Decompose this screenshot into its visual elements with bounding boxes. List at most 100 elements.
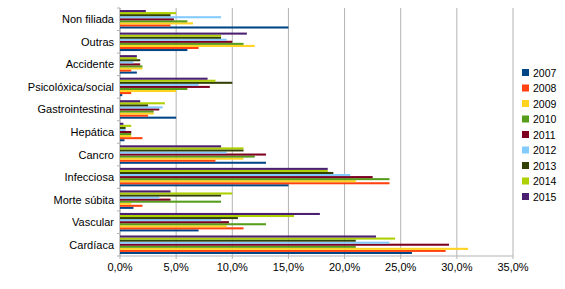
bar xyxy=(120,127,126,129)
bar xyxy=(120,250,446,252)
chart: 0,0%5,0%10,0%15,0%20,0%25,0%30,0%35,0%Ca… xyxy=(0,0,565,289)
bar xyxy=(120,154,266,156)
bar xyxy=(120,158,244,160)
legend-label: 2011 xyxy=(533,129,556,141)
grid-line xyxy=(456,8,457,256)
bar xyxy=(120,37,221,39)
category-label: Vascular xyxy=(72,216,114,228)
bar xyxy=(120,84,199,86)
bar xyxy=(120,102,165,104)
bar xyxy=(120,39,227,41)
bar xyxy=(120,252,412,254)
bar xyxy=(120,100,140,102)
bar xyxy=(120,184,288,186)
bar xyxy=(120,57,137,59)
bar xyxy=(120,199,171,201)
category-label: Non filiada xyxy=(62,13,115,25)
legend-label: 2008 xyxy=(533,82,557,94)
bar xyxy=(120,195,221,197)
legend-swatch xyxy=(522,69,529,76)
legend-swatch xyxy=(522,131,529,138)
legend-label: 2007 xyxy=(533,67,557,79)
bar xyxy=(120,49,187,51)
bar xyxy=(120,92,131,94)
bar xyxy=(120,22,193,24)
category-label: Infecciosa xyxy=(64,171,114,183)
bar xyxy=(120,135,131,137)
tick-label: 20,0% xyxy=(329,261,360,273)
bar xyxy=(120,172,333,174)
tick-label: 0,0% xyxy=(107,261,132,273)
bar xyxy=(120,110,154,112)
tick-label: 5,0% xyxy=(164,261,189,273)
bar xyxy=(120,248,468,250)
category-label: Outras xyxy=(81,36,115,48)
bar xyxy=(120,104,148,106)
bar xyxy=(120,129,126,131)
bar xyxy=(120,192,232,194)
category-label: Cardíaca xyxy=(69,239,115,251)
legend-swatch xyxy=(522,178,529,185)
bar xyxy=(120,219,221,221)
bar xyxy=(120,20,187,22)
bar xyxy=(120,24,171,26)
legend-swatch xyxy=(522,100,529,107)
bar xyxy=(120,149,244,151)
bar xyxy=(120,201,221,203)
bar xyxy=(120,170,328,172)
bar xyxy=(120,145,221,147)
bar xyxy=(120,151,227,153)
bar xyxy=(120,217,238,219)
bar xyxy=(120,18,174,20)
bar xyxy=(120,246,356,248)
bar xyxy=(120,139,124,141)
bar xyxy=(120,221,229,223)
bar xyxy=(120,178,389,180)
legend-label: 2010 xyxy=(533,113,557,125)
legend-label: 2014 xyxy=(533,175,557,187)
bar xyxy=(120,240,356,242)
bar xyxy=(120,156,255,158)
grid-line xyxy=(513,8,514,256)
grid-line xyxy=(344,8,345,256)
bar xyxy=(120,61,133,63)
bar xyxy=(120,65,142,67)
legend-swatch xyxy=(522,147,529,154)
tick-label: 30,0% xyxy=(441,261,472,273)
bar xyxy=(120,227,244,229)
bar xyxy=(120,197,159,199)
bar xyxy=(120,12,176,14)
bar xyxy=(120,94,122,96)
bar xyxy=(120,14,171,16)
bar xyxy=(120,55,137,57)
bar xyxy=(120,229,199,231)
bar xyxy=(120,90,176,92)
tick-label: 25,0% xyxy=(385,261,416,273)
bar xyxy=(120,67,142,69)
bar xyxy=(120,80,215,82)
category-label: Psicolóxica/social xyxy=(28,81,114,93)
bar xyxy=(120,137,142,139)
legend-label: 2012 xyxy=(533,144,557,156)
bar xyxy=(120,176,373,178)
bars xyxy=(120,10,468,254)
bar xyxy=(120,225,227,227)
bar xyxy=(120,238,395,240)
tick-label: 10,0% xyxy=(217,261,248,273)
bar xyxy=(120,160,215,162)
bar xyxy=(120,33,247,35)
bar xyxy=(120,123,123,125)
bar xyxy=(120,47,199,49)
bar xyxy=(120,63,140,65)
tick-label: 15,0% xyxy=(273,261,304,273)
legend-swatch xyxy=(522,193,529,200)
bar xyxy=(120,35,221,37)
bar xyxy=(120,16,221,18)
bar xyxy=(120,168,328,170)
bar xyxy=(120,215,294,217)
bar xyxy=(120,86,210,88)
bar xyxy=(120,45,255,47)
category-label: Cancro xyxy=(79,149,114,161)
bar xyxy=(120,125,131,127)
category-label: Accidente xyxy=(66,58,114,70)
